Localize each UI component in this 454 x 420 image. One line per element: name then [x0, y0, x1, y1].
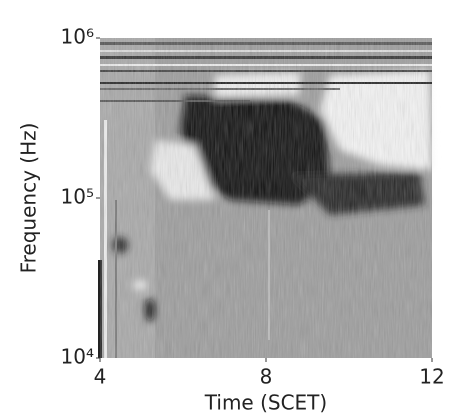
y-axis-label: Frequency (Hz) — [17, 123, 41, 274]
x-tick-label: 4 — [94, 365, 107, 389]
y-tick-label: 10⁴ — [61, 345, 94, 369]
x-axis-label: Time (SCET) — [204, 391, 327, 415]
x-tick-label: 8 — [260, 365, 273, 389]
y-tick-label: 10⁵ — [61, 185, 94, 209]
spectrogram — [98, 38, 432, 358]
spectrogram-noise — [100, 38, 432, 358]
y-tick-label: 10⁶ — [61, 25, 94, 49]
x-tick-label: 12 — [419, 365, 444, 389]
